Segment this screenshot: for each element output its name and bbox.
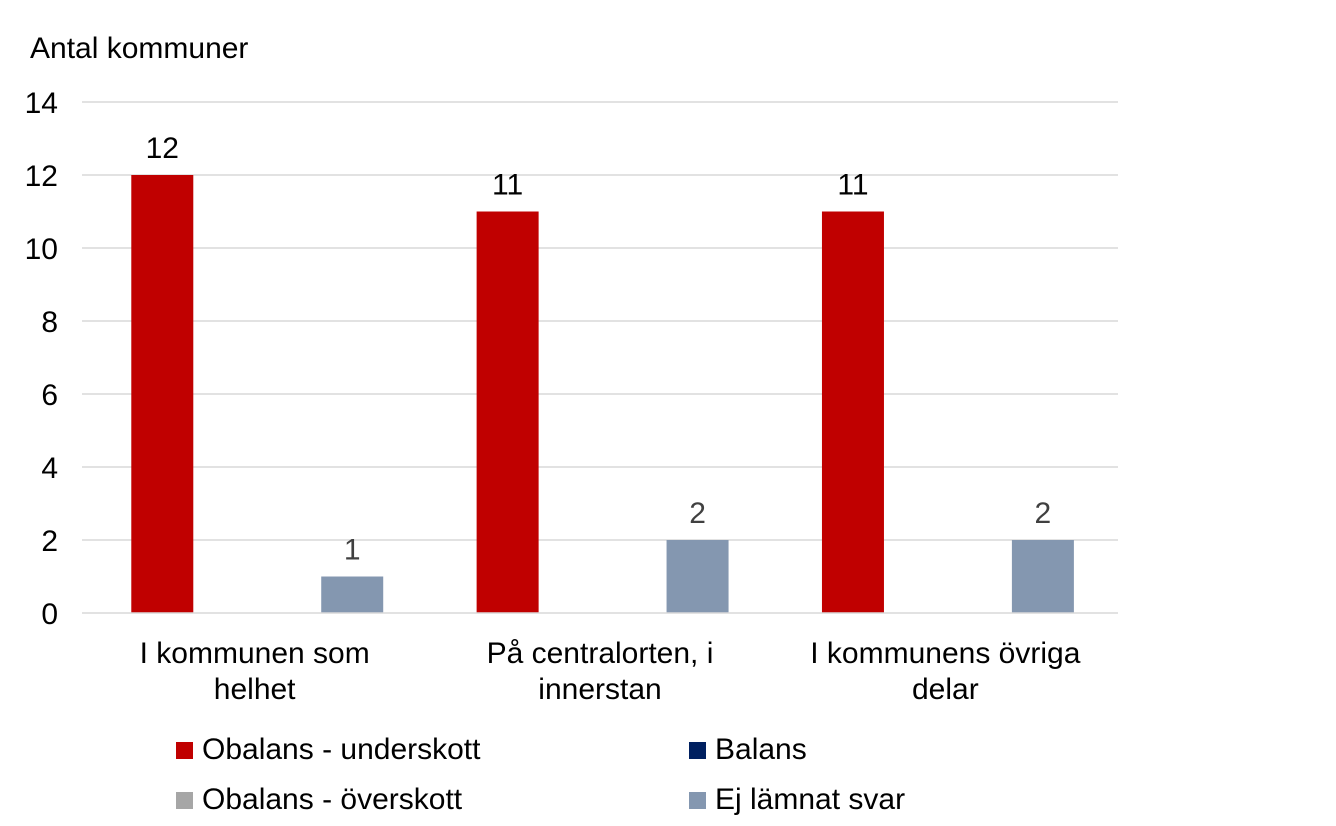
data-label: 2 [1035, 497, 1052, 530]
x-category-label: innerstan [538, 673, 661, 706]
data-label: 1 [344, 534, 361, 567]
y-tick-label: 8 [41, 306, 58, 339]
x-category-label: delar [912, 673, 979, 706]
data-label: 12 [146, 132, 179, 165]
x-category-label: I kommunens övriga [810, 637, 1080, 670]
y-tick-label: 4 [41, 452, 58, 485]
y-tick-label: 6 [41, 379, 58, 412]
x-category-label: helhet [214, 673, 296, 706]
bar [476, 211, 539, 613]
y-tick-label: 0 [41, 598, 58, 631]
data-label: 11 [837, 169, 868, 202]
y-tick-label: 12 [25, 160, 58, 193]
data-label: 2 [689, 497, 706, 530]
x-category-label: I kommunen som [140, 637, 370, 670]
bar [1011, 540, 1074, 613]
y-axis-title: Antal kommuner [30, 32, 248, 65]
bar [821, 211, 884, 613]
bar [666, 540, 729, 613]
bar [131, 175, 194, 613]
y-tick-label: 10 [25, 233, 58, 266]
y-tick-label: 14 [25, 87, 58, 120]
x-category-label: På centralorten, i [487, 637, 714, 670]
data-label: 11 [492, 169, 523, 202]
bar [321, 576, 384, 613]
y-tick-label: 2 [41, 525, 58, 558]
